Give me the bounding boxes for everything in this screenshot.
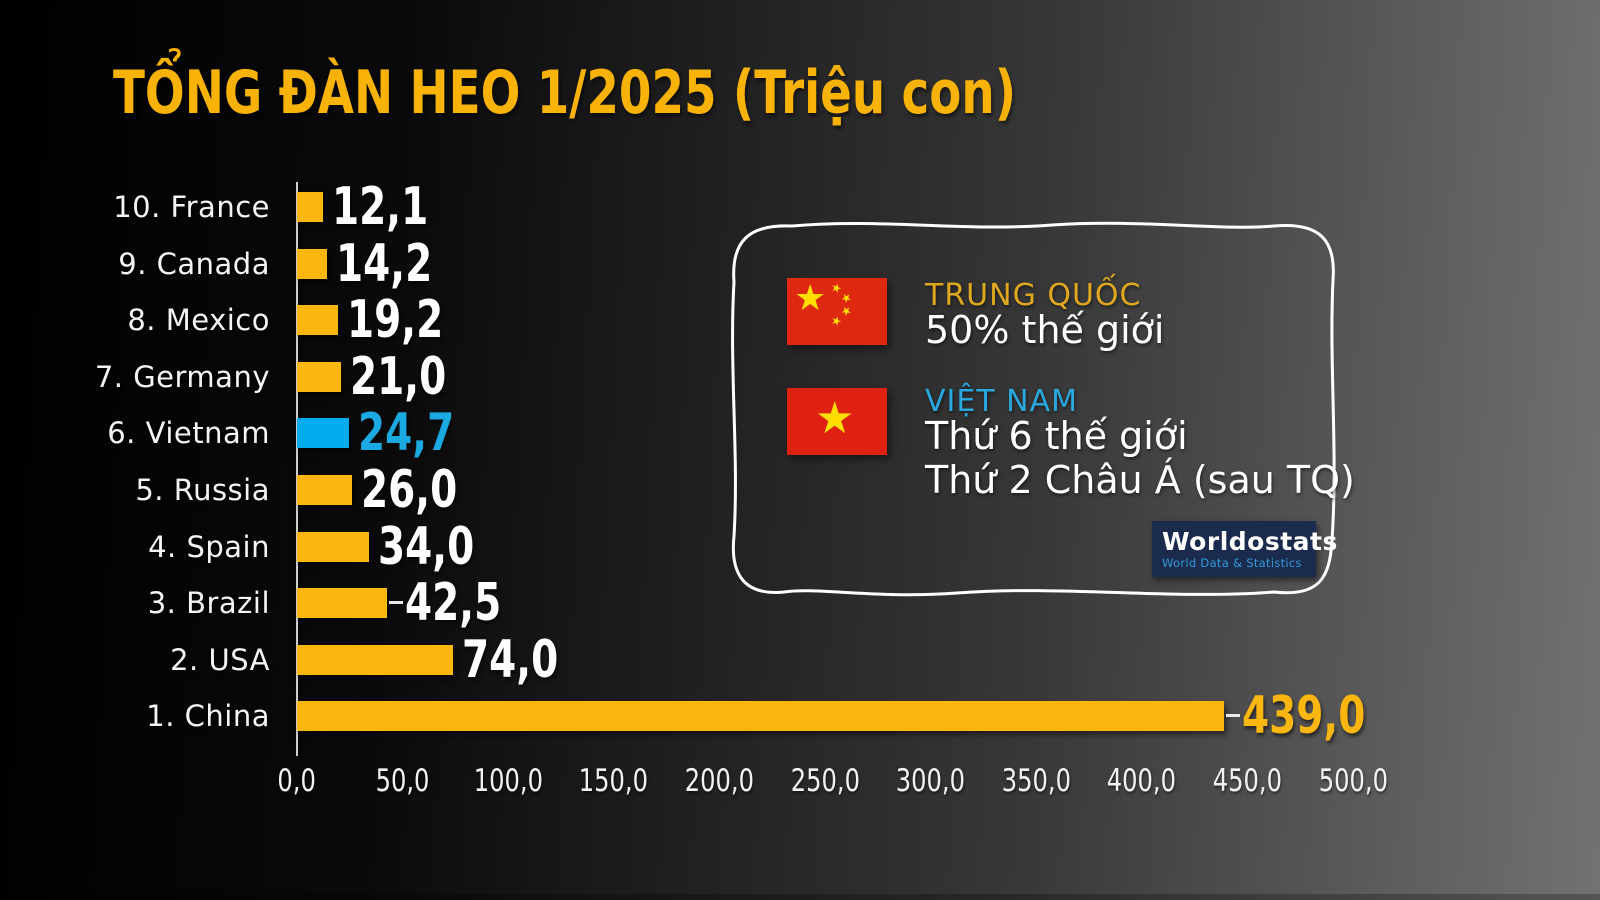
bar-value: 14,2 <box>335 233 433 294</box>
vietnam-flag-icon: ★ <box>787 388 887 455</box>
country-label: 8. Mexico <box>127 303 270 338</box>
bar-value: 26,0 <box>360 460 458 520</box>
china-detail: 50% thế giới <box>925 308 1165 352</box>
country-label: 1. China <box>146 699 270 734</box>
bar <box>297 305 338 336</box>
bar-value: 74,0 <box>462 629 559 690</box>
worldostats-logo: Worldostats World Data & Statistics <box>1152 521 1338 577</box>
x-tick-label: 450,0 <box>1212 763 1283 799</box>
x-tick-label: 300,0 <box>895 763 966 799</box>
worldostats-logo-title: Worldostats <box>1162 527 1338 556</box>
vietnam-detail-line2: Thứ 2 Châu Á (sau TQ) <box>925 458 1355 502</box>
bar-value: 21,0 <box>350 346 447 407</box>
bar-value: 42,5 <box>404 573 501 634</box>
country-label: 9. Canada <box>118 246 270 281</box>
bar-value: 34,0 <box>377 516 475 577</box>
chart-title: TỔNG ĐÀN HEO 1/2025 (Triệu con) <box>113 58 1017 128</box>
china-flag-icon: ★ ★ ★ ★ ★ <box>787 278 887 345</box>
x-tick-label: 400,0 <box>1107 763 1177 799</box>
bar <box>297 644 454 675</box>
leader-line <box>1226 714 1241 718</box>
x-tick-label: 100,0 <box>473 763 543 799</box>
leader-line <box>388 601 403 605</box>
x-tick-label: 200,0 <box>684 763 755 799</box>
vietnam-detail-line1: Thứ 6 thế giới <box>925 414 1188 458</box>
country-label: 3. Brazil <box>147 586 270 621</box>
x-tick-label: 500,0 <box>1318 763 1388 799</box>
bar-value: 24,7 <box>358 403 455 464</box>
country-label: 6. Vietnam <box>107 416 270 451</box>
x-tick-label: 150,0 <box>579 763 649 799</box>
worldostats-logo-subtitle: World Data & Statistics <box>1162 556 1302 570</box>
country-label: 10. France <box>113 190 270 224</box>
bar-value: 12,1 <box>331 177 428 237</box>
x-tick-label: 350,0 <box>1001 763 1071 799</box>
bar <box>297 248 327 279</box>
y-axis-line <box>296 182 298 756</box>
bar <box>297 588 387 619</box>
country-label: 5. Russia <box>135 473 270 507</box>
china-label: TRUNG QUỐC <box>925 278 1142 313</box>
vietnam-label: VIỆT NAM <box>925 384 1079 419</box>
bar <box>297 192 323 222</box>
bar <box>297 475 352 505</box>
bar <box>297 701 1225 732</box>
x-tick-label: 0,0 <box>277 763 317 799</box>
bar <box>297 361 342 392</box>
x-tick-label: 50,0 <box>375 763 430 799</box>
bar-value: 439,0 <box>1242 686 1366 747</box>
bar-value: 19,2 <box>346 290 443 351</box>
x-tick-label: 250,0 <box>790 763 860 799</box>
bar <box>297 531 369 562</box>
country-label: 2. USA <box>170 642 270 677</box>
country-label: 7. Germany <box>94 359 270 394</box>
country-label: 4. Spain <box>148 529 270 564</box>
bar <box>297 418 350 449</box>
